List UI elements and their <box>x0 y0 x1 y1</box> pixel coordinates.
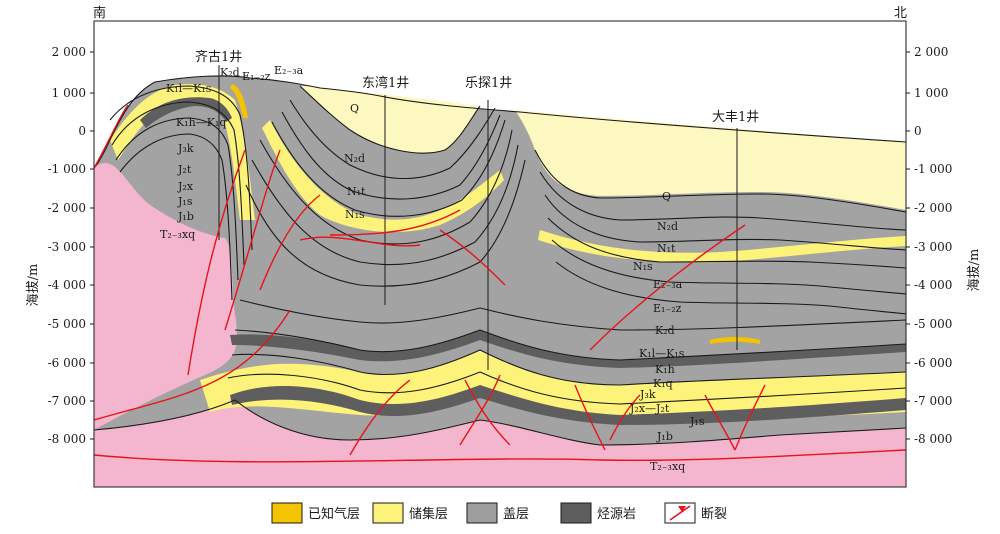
right-tick-label: -2 000 <box>914 201 952 215</box>
strata-label: N₁s <box>633 260 653 273</box>
legend-swatch-reservoir <box>372 502 404 524</box>
legend-swatch-known-gas <box>271 502 303 524</box>
legend-label: 烃源岩 <box>597 507 636 522</box>
reservoir-band-right <box>538 230 906 263</box>
well-label-letan: 乐探1井 <box>465 76 512 91</box>
strata-label: J₂x <box>177 180 194 193</box>
well-label-dongwan: 东湾1井 <box>362 75 409 91</box>
gas-patch-qigu <box>230 84 248 118</box>
reservoir-band-middle <box>262 120 504 233</box>
left-tick-label: -1 000 <box>48 162 86 176</box>
strata-label: N₁s <box>345 208 365 221</box>
section-body <box>94 21 906 487</box>
left-tick-label: -7 000 <box>48 394 86 408</box>
right-tick-label: -5 000 <box>914 317 952 331</box>
left-tick-label: -6 000 <box>48 356 86 370</box>
strata-label: J₂x—J₂t <box>629 402 670 415</box>
source-rock-band-mid <box>230 330 906 368</box>
legend: 已知气层 储集层 盖层 烃源岩 断裂 <box>271 502 727 524</box>
well-lines <box>218 65 738 370</box>
strata-label: E₁₋₂z <box>653 302 682 315</box>
strata-label: K₁l—K₁s <box>639 347 685 360</box>
strata-label: K₁q <box>653 377 673 390</box>
well-label-qigu: 齐古1井 <box>195 49 242 65</box>
right-tick-label: -7 000 <box>914 394 952 408</box>
right-tick-label: -4 000 <box>914 278 952 292</box>
fault-symbol-icon <box>669 505 691 521</box>
south-label: 南 <box>93 5 106 21</box>
basement-bottom <box>94 400 906 487</box>
strata-label: E₂₋₃a <box>653 278 683 291</box>
right-tick-label: 0 <box>914 124 922 138</box>
strata-label: N₂d <box>657 220 678 233</box>
strata-label: K₁h <box>655 363 675 376</box>
right-axis: 2 000 1 000 0 -1 000 -2 000 -3 000 -4 00… <box>906 45 952 446</box>
well-label-dafeng: 大丰1井 <box>712 110 759 125</box>
fault-lines <box>94 104 906 463</box>
strata-label: J₁b <box>656 430 673 443</box>
formation-lines <box>94 75 906 446</box>
strata-label: J₃k <box>177 142 194 155</box>
strata-label: Q <box>350 102 359 115</box>
legend-label: 储集层 <box>409 506 448 522</box>
strata-label: J₂t <box>177 163 192 176</box>
strata-label: J₁s <box>689 415 705 428</box>
left-tick-label: -3 000 <box>48 240 86 254</box>
strata-label: T₂₋₃xq <box>160 228 195 241</box>
left-tick-label: -4 000 <box>48 278 86 292</box>
strata-label: K₁h—K₁q <box>176 116 226 129</box>
legend-label: 盖层 <box>503 507 529 522</box>
fault-arrow-icon <box>678 506 686 512</box>
strata-label: Q <box>662 190 671 203</box>
right-tick-label: 2 000 <box>914 45 948 59</box>
quaternary-fill-middle <box>300 86 480 154</box>
left-tick-label: 1 000 <box>52 86 86 100</box>
right-tick-label: -8 000 <box>914 432 952 446</box>
right-tick-label: 1 000 <box>914 86 948 100</box>
north-label: 北 <box>894 6 907 21</box>
right-axis-title: 海拔/m <box>967 249 982 292</box>
strata-label: K₁l—K₁s <box>166 82 212 95</box>
legend-label: 已知气层 <box>308 506 360 522</box>
strata-label: E₂₋₃a <box>274 64 304 77</box>
strata-label: T₂₋₃xq <box>650 460 685 473</box>
source-rock-band-left <box>140 97 232 128</box>
left-tick-label: -8 000 <box>48 432 86 446</box>
basement-left <box>94 163 237 430</box>
right-tick-label: -6 000 <box>914 356 952 370</box>
strata-label: E₁₋₂z <box>242 70 271 83</box>
plot-frame <box>93 20 907 488</box>
legend-label: 断裂 <box>701 507 727 522</box>
left-tick-label: 0 <box>78 124 86 138</box>
strata-label: K₂d <box>220 66 240 79</box>
strata-label: N₁t <box>347 185 366 198</box>
reservoir-band-deep <box>200 350 906 420</box>
strata-label: K₂d <box>655 324 675 337</box>
legend-swatch-cap-rock <box>466 502 498 524</box>
left-tick-label: -5 000 <box>48 317 86 331</box>
left-axis: 2 000 1 000 0 -1 000 -2 000 -3 000 -4 00… <box>48 45 94 446</box>
strata-label: N₂d <box>344 152 365 165</box>
source-rock-band-deep <box>230 385 906 425</box>
strata-label: N₁t <box>657 242 676 255</box>
strata-label: J₃k <box>639 388 656 401</box>
strata-label: J₁s <box>177 195 193 208</box>
strata-label: J₁b <box>177 210 194 223</box>
legend-swatch-source-rock <box>560 502 592 524</box>
left-tick-label: -2 000 <box>48 201 86 215</box>
right-tick-label: -3 000 <box>914 240 952 254</box>
gas-patch-dafeng <box>710 337 760 344</box>
left-axis-title: 海拔/m <box>26 264 41 307</box>
left-tick-label: 2 000 <box>52 45 86 59</box>
right-tick-label: -1 000 <box>914 162 952 176</box>
